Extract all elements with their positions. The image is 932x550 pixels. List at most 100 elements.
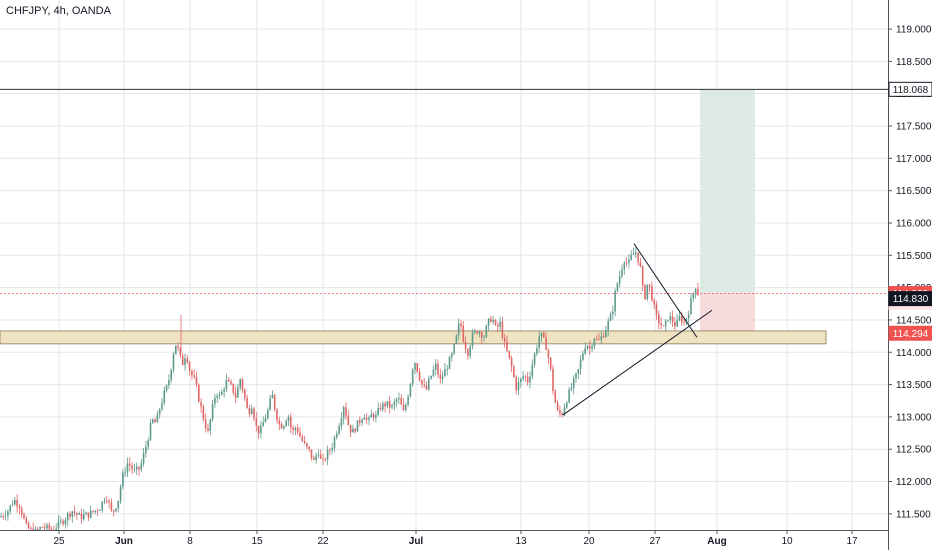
- candle-body: [421, 379, 423, 385]
- candle-body: [694, 288, 697, 294]
- candle-body: [662, 325, 665, 327]
- candle-body: [271, 394, 274, 399]
- candle-body: [145, 446, 147, 454]
- candle-body: [430, 375, 432, 379]
- candle-body: [165, 385, 168, 391]
- candle-body: [333, 437, 336, 448]
- candle-body: [135, 466, 138, 470]
- candle-body: [506, 341, 508, 351]
- candle-body: [181, 355, 184, 366]
- candle-body: [582, 353, 584, 360]
- candle-body: [579, 359, 582, 370]
- candle-body: [405, 405, 407, 411]
- candle-body: [600, 336, 603, 340]
- candle-body: [586, 346, 589, 349]
- time-tick-label: 27: [649, 536, 661, 547]
- candle-body: [85, 512, 87, 515]
- price-tick-label: 115.500: [896, 251, 932, 262]
- time-axis[interactable]: [0, 530, 888, 550]
- candle-body: [186, 358, 189, 363]
- candle-body: [540, 332, 543, 337]
- candle-body: [122, 472, 124, 487]
- candle-body: [83, 514, 85, 520]
- candle-body: [522, 376, 524, 379]
- candle-body: [287, 416, 290, 422]
- candle-body: [370, 414, 373, 418]
- candle-body: [142, 453, 145, 464]
- candle-body: [485, 325, 488, 338]
- candle-body: [685, 318, 688, 323]
- candle-body: [621, 269, 623, 277]
- candle-body: [453, 343, 455, 354]
- candle-body: [246, 397, 248, 409]
- candle-body: [285, 421, 287, 427]
- candle-body: [407, 396, 409, 406]
- candle-body: [158, 409, 161, 415]
- candle-body: [432, 369, 435, 376]
- candle-body: [140, 463, 143, 470]
- candle-body: [632, 254, 635, 255]
- candle-body: [342, 407, 345, 419]
- candle-body: [655, 304, 658, 315]
- candle-body: [78, 513, 80, 515]
- candle-body: [46, 524, 48, 529]
- candle-body: [614, 290, 616, 312]
- candle-body: [543, 332, 545, 338]
- candle-body: [112, 510, 115, 512]
- candle-body: [651, 286, 653, 301]
- candle-body: [497, 324, 499, 327]
- candle-body: [384, 403, 386, 407]
- candle-body: [43, 527, 46, 529]
- candle-body: [549, 357, 552, 369]
- candle-body: [653, 300, 655, 305]
- candle-body: [48, 524, 51, 530]
- candle-body: [464, 341, 467, 350]
- candle-body: [499, 321, 501, 327]
- candle-body: [184, 358, 186, 366]
- candle-body: [211, 403, 214, 420]
- candle-body: [4, 515, 7, 517]
- candle-body: [388, 401, 391, 408]
- drawings-layer: [0, 88, 888, 416]
- candle-body: [336, 433, 338, 438]
- candle-body: [375, 414, 377, 418]
- candle-body: [221, 391, 223, 395]
- candle-body: [303, 440, 306, 444]
- candle-body: [149, 422, 152, 440]
- candle-body: [99, 510, 101, 512]
- candle-body: [664, 320, 667, 326]
- candle-body: [37, 529, 39, 530]
- candle-body: [476, 331, 478, 334]
- price-badge: 114.830: [888, 291, 932, 307]
- candle-body: [658, 314, 660, 324]
- candle-body: [278, 420, 281, 425]
- candle-body: [681, 316, 683, 323]
- candle-body: [508, 350, 511, 358]
- candle-body: [296, 427, 299, 433]
- candle-body: [359, 420, 361, 423]
- candle-body: [50, 529, 53, 531]
- candle-body: [0, 516, 2, 518]
- candle-body: [623, 262, 626, 270]
- candle-body: [89, 510, 92, 518]
- candle-body: [591, 346, 593, 349]
- candle-body: [326, 449, 329, 460]
- candle-body: [103, 500, 106, 502]
- time-tick-label: Jun: [115, 536, 133, 547]
- candle-body: [515, 377, 517, 391]
- candle-body: [352, 428, 354, 433]
- candle-body: [428, 378, 430, 390]
- candle-body: [124, 472, 126, 474]
- candle-body: [469, 346, 471, 356]
- zones-layer: [0, 89, 827, 345]
- candle-body: [448, 357, 451, 369]
- candle-body: [315, 455, 317, 460]
- candle-body: [690, 298, 692, 315]
- candle-body: [250, 408, 253, 415]
- candle-body: [308, 446, 310, 450]
- candle-body: [198, 384, 200, 402]
- candle-body: [193, 375, 195, 377]
- price-tick-label: 112.000: [896, 477, 932, 488]
